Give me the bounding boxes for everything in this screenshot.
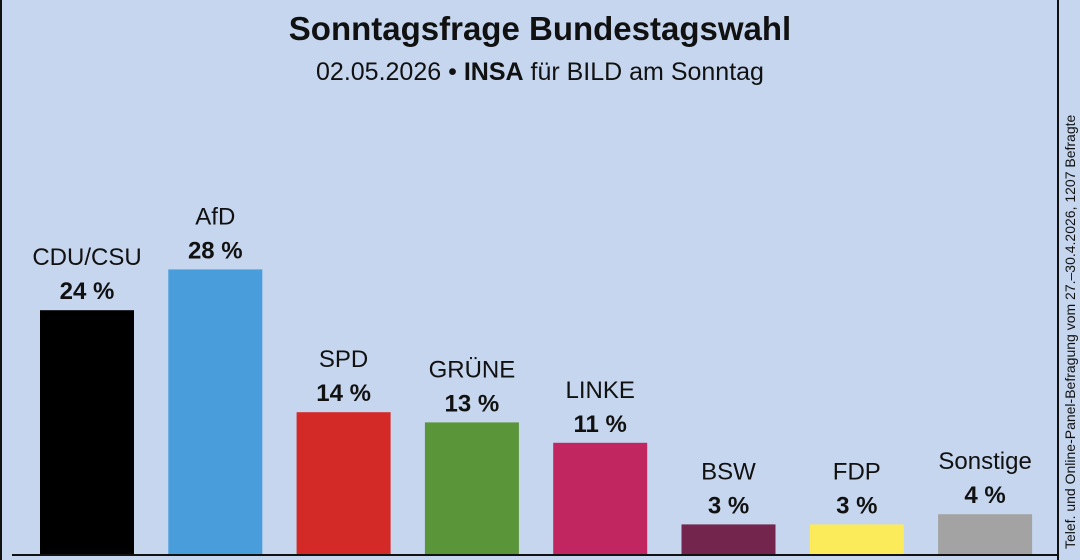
bar-value-label-linke: 11 % <box>574 411 627 438</box>
bar-linke <box>553 442 648 555</box>
bar-value-label-sonstige: 4 % <box>964 482 1005 509</box>
chart-subtitle: 02.05.2026 • INSA für BILD am Sonntag <box>0 58 1080 87</box>
bar-category-label-fdp: FDP <box>833 458 881 485</box>
bar-category-label-cdu-csu: CDU/CSU <box>32 244 141 271</box>
bar-value-label-gruene: 13 % <box>445 390 500 417</box>
poll-date: 02.05.2026 <box>316 58 442 86</box>
bar-value-label-cdu-csu: 24 % <box>60 278 115 305</box>
bar-fdp <box>809 524 904 555</box>
bar-category-label-gruene: GRÜNE <box>429 356 516 383</box>
bar-sonstige <box>938 514 1033 555</box>
bar-value-label-afd: 28 % <box>188 237 243 264</box>
bar-cdu-csu <box>40 310 134 555</box>
left-border <box>0 0 2 560</box>
subtitle-separator: • <box>448 58 457 86</box>
bar-category-label-bsw: BSW <box>701 458 756 485</box>
bar-value-label-bsw: 3 % <box>708 492 749 519</box>
bar-bsw <box>681 524 776 555</box>
bar-category-label-afd: AfD <box>195 203 235 230</box>
bar-gruene <box>424 422 519 555</box>
poll-institute: INSA <box>463 58 524 86</box>
bar-value-label-fdp: 3 % <box>836 492 877 519</box>
bar-category-label-spd: SPD <box>319 346 368 373</box>
bar-afd <box>168 269 263 555</box>
chart-title: Sonntagsfrage Bundestagswahl <box>288 10 792 47</box>
bar-category-label-sonstige: Sonstige <box>938 448 1031 475</box>
bar-category-label-linke: LINKE <box>566 377 635 404</box>
right-border <box>1057 0 1059 560</box>
bar-spd <box>296 412 391 555</box>
poll-client: für BILD am Sonntag <box>530 58 764 86</box>
bars-group: 24 % CDU/CSU 28 % AfD 14 % SPD 13 % GRÜNE 11 % LI… <box>32 203 1033 555</box>
source-note: Telef. und Online-Panel-Befragung vom 27… <box>1062 114 1078 549</box>
bar-value-label-spd: 14 % <box>316 380 371 407</box>
